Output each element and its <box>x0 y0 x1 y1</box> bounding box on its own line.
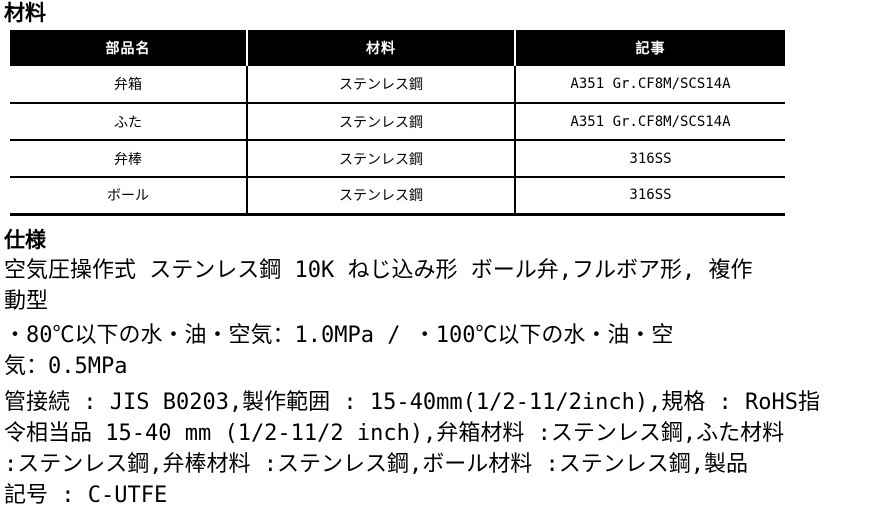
part-name-cell: 弁箱 <box>10 66 247 104</box>
spec-line: 記号 : C-UTFE <box>4 483 168 508</box>
materials-table-header-row: 部品名 材料 記事 <box>10 30 785 66</box>
table-row: ふた ステンレス鋼 A351 Gr.CF8M/SCS14A <box>10 103 785 141</box>
material-cell: ステンレス鋼 <box>246 177 515 216</box>
material-cell: ステンレス鋼 <box>246 140 515 178</box>
spec-line: 動型 <box>4 289 49 314</box>
specs-section-heading: 仕様 <box>4 228 46 252</box>
spec-line: 空気圧操作式 ステンレス鋼 10K ねじ込み形 ボール弁,フルボア形, 複作 <box>4 258 753 283</box>
table-row: ボール ステンレス鋼 316SS <box>10 177 785 216</box>
note-cell: 316SS <box>514 177 785 216</box>
spec-line: 令相当品 15-40 mm (1/2-11/2 inch),弁箱材料 :ステンレ… <box>4 421 785 446</box>
materials-section-heading: 材料 <box>4 1 46 25</box>
part-name-cell: ボール <box>10 177 247 216</box>
spec-line: :ステンレス鋼,弁棒材料 :ステンレス鋼,ボール材料 :ステンレス鋼,製品 <box>4 452 748 477</box>
spec-line: ・80℃以下の水・油・空気：1.0MPa / ・100℃以下の水・油・空 <box>4 323 674 348</box>
material-cell: ステンレス鋼 <box>246 103 515 141</box>
materials-table: 部品名 材料 記事 弁箱 ステンレス鋼 A351 Gr.CF8M/SCS14A … <box>10 30 785 216</box>
table-row: 弁箱 ステンレス鋼 A351 Gr.CF8M/SCS14A <box>10 66 785 104</box>
part-name-cell: 弁棒 <box>10 140 247 178</box>
note-cell: 316SS <box>514 140 785 178</box>
note-cell: A351 Gr.CF8M/SCS14A <box>514 103 785 141</box>
material-cell: ステンレス鋼 <box>246 66 515 104</box>
note-cell: A351 Gr.CF8M/SCS14A <box>514 66 785 104</box>
spec-line: 管接続 : JIS B0203,製作範囲 : 15-40mm(1/2-11/2i… <box>4 390 821 415</box>
column-header-part-name: 部品名 <box>10 30 247 66</box>
column-header-note: 記事 <box>514 30 785 66</box>
table-row: 弁棒 ステンレス鋼 316SS <box>10 140 785 178</box>
column-header-material: 材料 <box>246 30 515 66</box>
spec-line: 気：0.5MPa <box>4 354 128 379</box>
part-name-cell: ふた <box>10 103 247 141</box>
specs-text-block: 空気圧操作式 ステンレス鋼 10K ねじ込み形 ボール弁,フルボア形, 複作 動… <box>4 255 884 511</box>
